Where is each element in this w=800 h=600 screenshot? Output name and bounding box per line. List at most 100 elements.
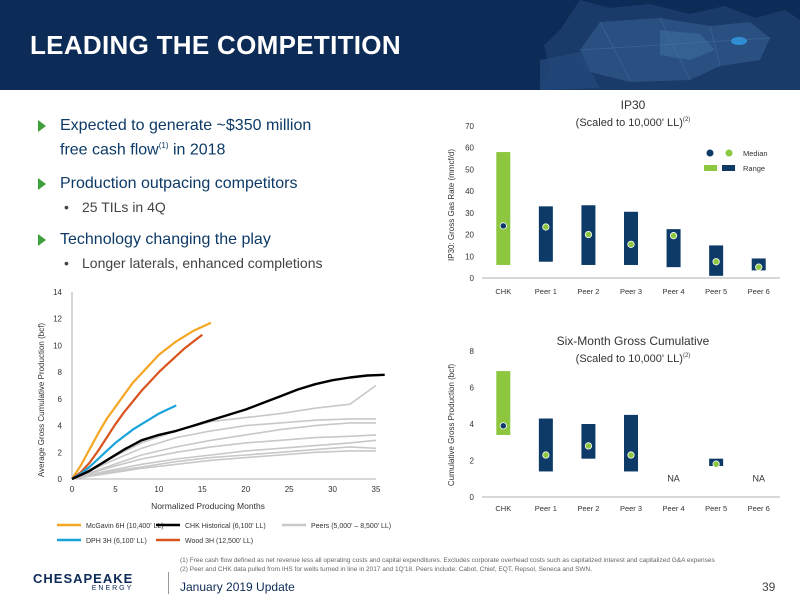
y-tick-label: 6 <box>58 395 63 404</box>
bullet-text: Technology changing the play <box>60 231 271 249</box>
bullet-production: Production outpacing competitors <box>38 174 418 194</box>
median-dot <box>542 223 550 231</box>
median-dot <box>499 222 507 230</box>
category-label: Peer 6 <box>748 504 770 513</box>
category-label: CHK <box>495 504 511 513</box>
footnote-2: (2) Peer and CHK data pulled from IHS fo… <box>180 566 593 573</box>
legend-label: CHK Historical (6,100' LL) <box>185 523 266 530</box>
footer-divider <box>168 572 169 594</box>
range-bar <box>624 414 638 472</box>
sub-bullet-text: 25 TILs in 4Q <box>82 199 166 216</box>
legend-median-navy <box>706 149 714 157</box>
footnote-1: (1) Free cash flow defined as net revenu… <box>180 557 715 564</box>
y-tick-label: 4 <box>58 422 63 431</box>
sub-bullet-text: Longer laterals, enhanced completions <box>82 255 323 272</box>
y-tick-label: 0 <box>470 493 475 502</box>
median-dot <box>584 230 593 239</box>
category-label: Peer 2 <box>577 287 599 296</box>
y-tick-label: 20 <box>465 231 474 240</box>
median-dot <box>712 460 720 468</box>
chart-legend: McGavin 6H (10,400' LL) CHK Historical (6… <box>57 523 391 545</box>
category-label: Peer 1 <box>535 504 557 513</box>
y-tick-label: 10 <box>53 341 62 350</box>
legend-median-green <box>725 149 733 157</box>
bullet-dot-icon: • <box>64 255 69 272</box>
y-tick-label: 40 <box>465 187 474 196</box>
x-tick-label: 35 <box>372 485 381 494</box>
y-axis-label: Cumulative Gross Production (bcf) <box>447 364 456 487</box>
legend-label: Peers (5,000' – 8,500' LL) <box>311 523 391 530</box>
legend-label: Wood 3H (12,500' LL) <box>185 538 253 545</box>
bullet-dot-icon: • <box>64 199 69 216</box>
series-line <box>71 333 203 480</box>
y-tick-label: 0 <box>58 475 63 484</box>
range-bar <box>624 211 638 265</box>
bullet-arrow-icon <box>38 178 46 191</box>
series-line <box>71 404 177 480</box>
median-dot <box>542 451 550 459</box>
y-axis-label: IP30: Gross Gas Rate (mmcf/d) <box>447 149 456 261</box>
median-dot <box>627 451 635 459</box>
bullet-text: in 2018 <box>168 141 226 159</box>
y-tick-label: 30 <box>465 209 474 218</box>
y-tick-label: 70 <box>465 122 474 131</box>
category-label: Peer 4 <box>663 504 685 513</box>
series-line <box>71 418 376 480</box>
series-line <box>71 373 385 481</box>
x-tick-label: 25 <box>285 485 294 494</box>
bullet-arrow-icon <box>38 234 46 247</box>
page-number: 39 <box>762 580 776 594</box>
range-bar <box>666 229 681 268</box>
legend-range-green <box>704 165 717 171</box>
median-dot <box>669 232 678 240</box>
chart-axes: 0 2 4 6 8 CHK Peer 1 Peer 2 Peer 3 Peer 4 Peer 5 Pe… <box>470 347 780 513</box>
chart-legend: Median Range <box>704 149 768 173</box>
chart-title: IP30 <box>621 98 646 112</box>
chart-bars <box>496 152 766 276</box>
category-label: Peer 5 <box>705 504 727 513</box>
chart-title: Six-Month Gross Cumulative <box>557 334 710 348</box>
ip30-range-chart: IP30 (Scaled to 10,000' LL)(2) IP30: Gro… <box>447 98 780 296</box>
page-title: LEADING THE COMPETITION <box>30 30 401 60</box>
y-tick-label: 8 <box>470 347 475 356</box>
legend-range-label: Range <box>743 164 765 173</box>
y-tick-label: 8 <box>58 368 63 377</box>
na-label: NA <box>667 474 680 484</box>
range-bar <box>538 206 553 262</box>
header-banner: LEADING THE COMPETITION <box>0 0 800 90</box>
sub-bullet: • 25 TILs in 4Q <box>38 198 418 216</box>
logo-subtitle: ENERGY <box>91 585 134 592</box>
legend-range-navy <box>722 165 735 171</box>
category-label: Peer 2 <box>577 504 599 513</box>
series-line <box>71 439 377 480</box>
series-line <box>71 321 212 480</box>
bullet-technology: Technology changing the play <box>38 230 418 250</box>
y-tick-label: 10 <box>465 252 474 261</box>
series-line <box>71 422 376 480</box>
y-tick-label: 0 <box>470 274 475 283</box>
range-bar <box>581 424 596 459</box>
category-label: Peer 6 <box>748 287 770 296</box>
x-tick-label: 10 <box>154 485 163 494</box>
median-dot <box>499 422 507 430</box>
footer-date: January 2019 Update <box>180 580 295 594</box>
bullet-fcf: Expected to generate ~$350 million free … <box>38 116 418 160</box>
bullet-text: Expected to generate ~$350 million <box>60 117 312 134</box>
y-tick-label: 6 <box>470 384 475 393</box>
na-label: NA <box>752 474 765 484</box>
legend-median-label: Median <box>743 149 768 158</box>
chart-series-group <box>71 321 385 481</box>
category-label: Peer 5 <box>705 287 727 296</box>
y-tick-label: 60 <box>465 144 474 153</box>
series-line <box>71 450 376 480</box>
median-dot <box>584 442 593 450</box>
category-label: Peer 3 <box>620 504 642 513</box>
logo-wordmark: CHESAPEAKE <box>33 571 134 586</box>
chart-axes: 0 10 20 30 40 50 60 70 CHK Peer 1 Peer 2 Peer 3 Peer… <box>465 122 780 296</box>
range-bar <box>496 371 511 435</box>
series-line <box>71 434 377 480</box>
footnotes: (1) Free cash flow defined as net revenu… <box>180 556 780 574</box>
x-axis-label: Normalized Producing Months <box>151 501 265 511</box>
y-axis-label: Average Gross Cumulative Production (bcf… <box>37 323 46 477</box>
chart-subtitle: (Scaled to 10,000' LL)(2) <box>576 117 691 129</box>
